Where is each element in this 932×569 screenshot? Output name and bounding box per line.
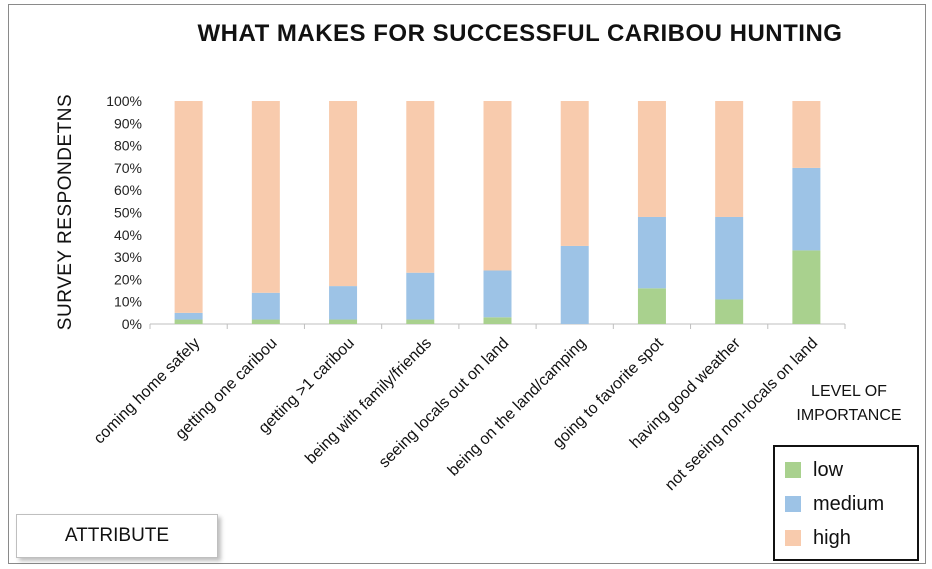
bar-segment-high (715, 101, 744, 217)
legend-item-medium: medium (785, 487, 907, 521)
y-tick-label: 0% (122, 316, 142, 332)
bar-segment-high (560, 101, 589, 246)
bar-segment-low (329, 319, 358, 324)
bar-segment-medium (637, 216, 666, 289)
y-tick-label: 100% (106, 93, 142, 109)
bar-segment-low (406, 319, 435, 324)
chart-title: WHAT MAKES FOR SUCCESSFUL CARIBOU HUNTIN… (197, 20, 843, 47)
legend: low medium high (773, 445, 919, 561)
y-tick-label: 20% (114, 271, 142, 287)
legend-label-low: low (813, 458, 844, 481)
bar-segment-medium (715, 216, 744, 300)
legend-swatch-low (785, 462, 801, 478)
bar-segment-low (715, 299, 744, 324)
y-tick-label: 90% (114, 115, 142, 131)
y-tick-label: 60% (114, 182, 142, 198)
x-tick-label: being with family/friends (302, 335, 435, 468)
x-axis-label: ATTRIBUTE (16, 514, 218, 558)
bar-segment-high (174, 101, 203, 313)
y-tick-label: 70% (114, 160, 142, 176)
legend-title: LEVEL OF IMPORTANCE (796, 383, 902, 424)
y-tick-label: 50% (114, 205, 142, 221)
bar-segment-high (406, 101, 435, 273)
legend-swatch-medium (785, 496, 801, 512)
bar-segment-medium (483, 270, 512, 318)
bar-segment-low (483, 317, 512, 324)
legend-item-high: high (785, 521, 907, 555)
bar-segment-medium (174, 312, 203, 320)
x-tick-label: seeing locals out on land (376, 335, 513, 472)
bar-segment-high (792, 101, 821, 168)
bar-segment-high (329, 101, 358, 287)
legend-label-high: high (813, 526, 851, 549)
bar-segment-low (251, 319, 280, 324)
bar-segment-medium (329, 286, 358, 320)
legend-item-low: low (785, 453, 907, 487)
legend-label-medium: medium (813, 492, 885, 515)
bar-segment-high (483, 101, 512, 271)
y-tick-label: 30% (114, 249, 142, 265)
bar-segment-low (174, 319, 203, 324)
bar-segment-medium (560, 245, 589, 324)
bar-segment-low (637, 288, 666, 324)
y-tick-label: 80% (114, 138, 142, 154)
bar-segment-high (251, 101, 280, 293)
y-tick-label: 10% (114, 294, 142, 310)
bar-segment-medium (792, 167, 821, 251)
x-tick-label: being on the land/camping (445, 335, 590, 480)
bar-segment-low (792, 250, 821, 324)
y-tick-label: 40% (114, 227, 142, 243)
bar-segment-medium (251, 292, 280, 320)
legend-swatch-high (785, 530, 801, 546)
bar-segment-medium (406, 272, 435, 320)
bar-segment-high (637, 101, 666, 217)
